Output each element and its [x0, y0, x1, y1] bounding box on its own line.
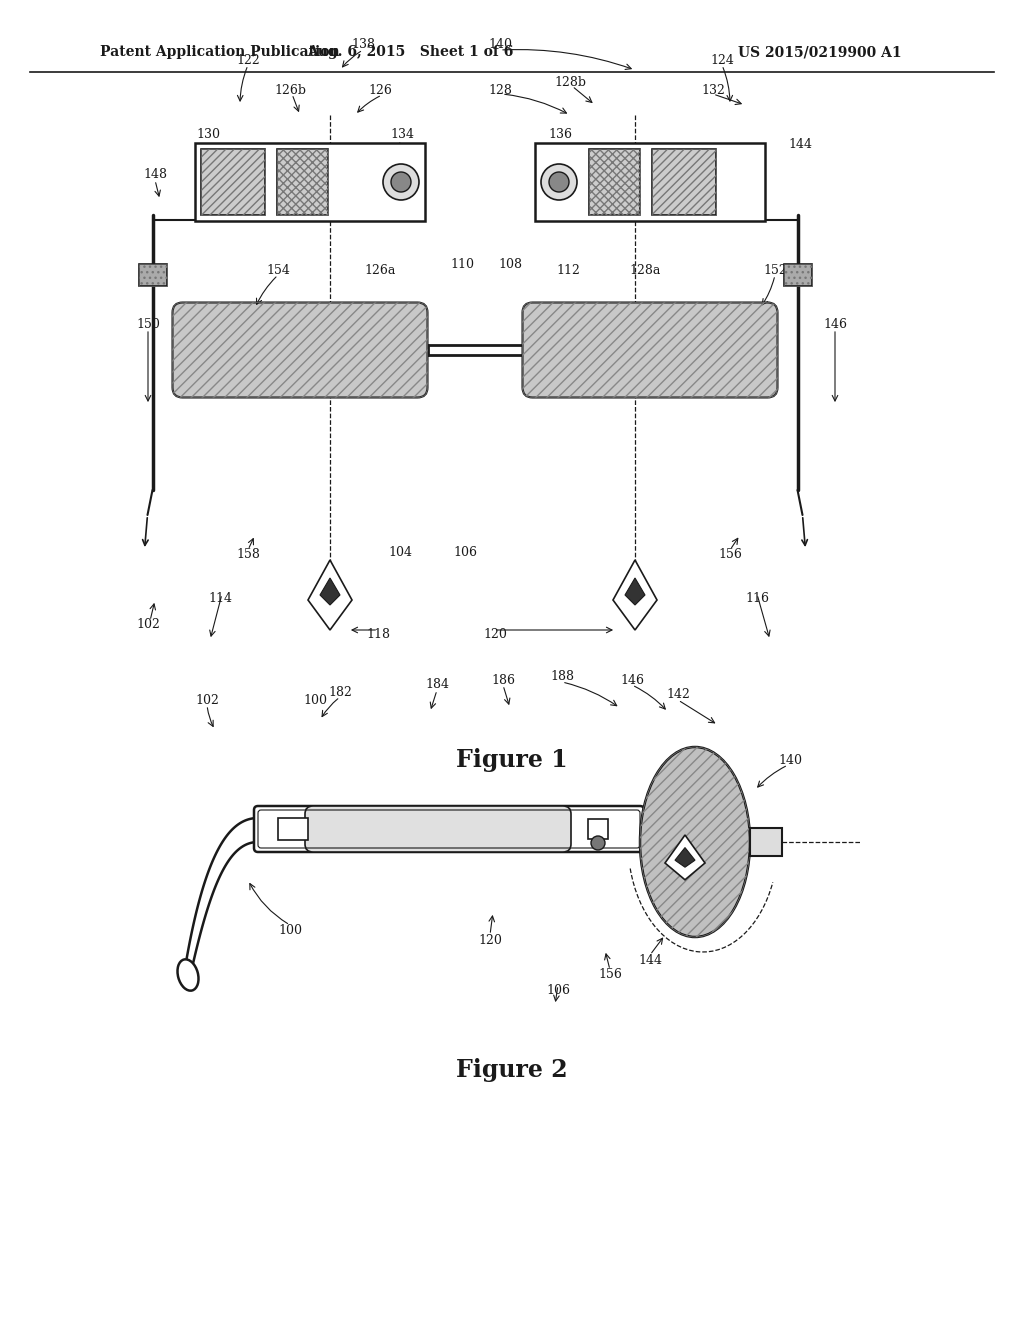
Polygon shape — [613, 560, 657, 630]
Bar — [783, 264, 811, 286]
Text: 108: 108 — [498, 259, 522, 272]
FancyBboxPatch shape — [522, 302, 777, 397]
Bar — [201, 149, 265, 215]
Circle shape — [541, 164, 577, 201]
Text: 114: 114 — [208, 591, 232, 605]
Bar — [278, 149, 328, 215]
Bar — [589, 149, 640, 215]
Text: 124: 124 — [733, 838, 757, 851]
Text: 144: 144 — [788, 139, 812, 152]
Polygon shape — [675, 847, 695, 867]
Text: 116: 116 — [745, 591, 769, 605]
Text: Aug. 6, 2015   Sheet 1 of 6: Aug. 6, 2015 Sheet 1 of 6 — [307, 45, 513, 59]
Text: 148: 148 — [143, 169, 167, 181]
Text: 102: 102 — [195, 693, 219, 706]
Text: 102: 102 — [136, 619, 160, 631]
Bar — [278, 149, 328, 215]
Text: 184: 184 — [425, 678, 449, 692]
Text: 118: 118 — [366, 628, 390, 642]
Ellipse shape — [640, 747, 750, 937]
Text: 138: 138 — [351, 38, 375, 51]
Text: Patent Application Publication: Patent Application Publication — [100, 45, 340, 59]
Polygon shape — [665, 836, 705, 880]
FancyBboxPatch shape — [172, 302, 427, 397]
Text: 128: 128 — [488, 83, 512, 96]
Text: 124: 124 — [710, 54, 734, 66]
Text: 122: 122 — [237, 54, 260, 66]
Text: 186: 186 — [490, 673, 515, 686]
Bar — [535, 143, 765, 220]
Circle shape — [549, 172, 569, 191]
Text: 188: 188 — [550, 671, 574, 684]
Text: 130: 130 — [196, 128, 220, 141]
Bar — [783, 264, 811, 286]
Text: 158: 158 — [237, 549, 260, 561]
Text: 126b: 126b — [274, 83, 306, 96]
Bar — [588, 818, 608, 840]
Text: 132: 132 — [701, 83, 725, 96]
Text: 104: 104 — [388, 545, 412, 558]
Text: 150: 150 — [136, 318, 160, 331]
Text: 120: 120 — [483, 628, 507, 642]
Text: 134: 134 — [390, 128, 414, 141]
Text: 152: 152 — [763, 264, 786, 276]
Text: 120: 120 — [478, 933, 502, 946]
Bar — [278, 818, 308, 840]
Text: Figure 1: Figure 1 — [456, 748, 568, 772]
Text: 156: 156 — [718, 549, 742, 561]
Text: 136: 136 — [548, 128, 572, 141]
Text: 106: 106 — [453, 545, 477, 558]
Text: 140: 140 — [488, 38, 512, 51]
Text: 110: 110 — [450, 259, 474, 272]
Text: 142: 142 — [666, 689, 690, 701]
FancyBboxPatch shape — [254, 807, 644, 851]
Bar — [750, 828, 782, 855]
Text: 112: 112 — [556, 264, 580, 276]
Bar — [651, 149, 716, 215]
Text: 146: 146 — [823, 318, 847, 331]
Bar — [589, 149, 640, 215]
FancyBboxPatch shape — [305, 807, 571, 851]
Text: US 2015/0219900 A1: US 2015/0219900 A1 — [738, 45, 902, 59]
Text: 126: 126 — [368, 83, 392, 96]
Text: Figure 2: Figure 2 — [456, 1059, 568, 1082]
Text: 128a: 128a — [630, 264, 660, 276]
Circle shape — [391, 172, 411, 191]
Circle shape — [591, 836, 605, 850]
Circle shape — [383, 164, 419, 201]
Bar — [651, 149, 716, 215]
Text: 146: 146 — [620, 673, 644, 686]
Ellipse shape — [177, 960, 199, 991]
Bar — [138, 264, 167, 286]
Polygon shape — [319, 578, 340, 605]
Bar — [138, 264, 167, 286]
Text: 144: 144 — [638, 953, 662, 966]
Text: 100: 100 — [278, 924, 302, 936]
Text: 154: 154 — [266, 264, 290, 276]
Text: 128b: 128b — [554, 75, 586, 88]
Polygon shape — [625, 578, 645, 605]
Text: 100: 100 — [303, 693, 327, 706]
Bar — [201, 149, 265, 215]
Text: 156: 156 — [598, 969, 622, 982]
Polygon shape — [308, 560, 352, 630]
Text: 106: 106 — [546, 983, 570, 997]
Text: 182: 182 — [328, 685, 352, 698]
Bar — [195, 143, 425, 220]
Text: 140: 140 — [778, 754, 802, 767]
Text: 126a: 126a — [365, 264, 395, 276]
